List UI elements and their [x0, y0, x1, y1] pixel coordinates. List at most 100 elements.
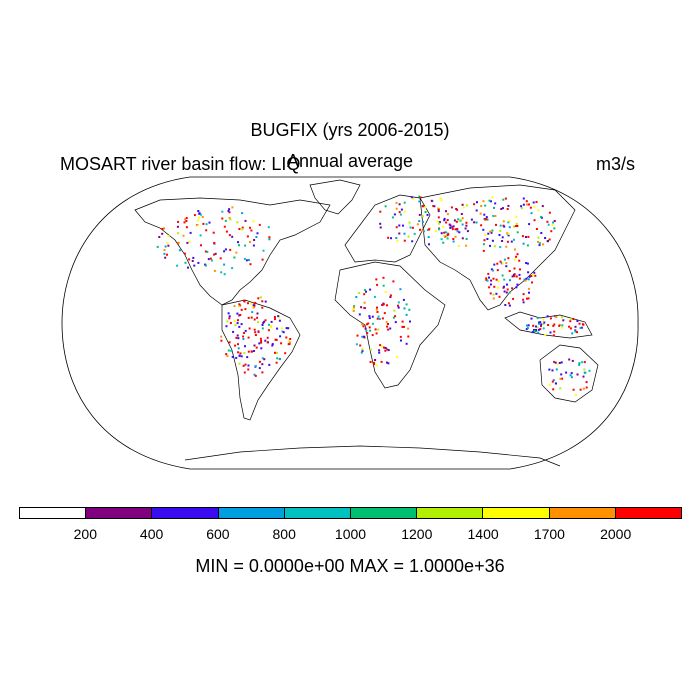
flow-cell: [448, 223, 451, 226]
flow-cell: [376, 311, 379, 313]
flow-cell: [542, 327, 545, 330]
flow-cell: [488, 286, 491, 289]
flow-cell: [395, 207, 398, 210]
flow-cell: [504, 304, 507, 306]
colorbar-tick-label: 400: [139, 526, 164, 542]
flow-cell: [178, 249, 181, 252]
flow-cell: [430, 199, 433, 202]
flow-cell: [197, 224, 200, 227]
flow-cell: [518, 273, 521, 276]
flow-cell: [569, 374, 572, 377]
flow-cell: [228, 315, 231, 318]
flow-cell: [407, 235, 410, 238]
flow-cell: [522, 301, 525, 304]
flow-cell: [513, 225, 515, 228]
min-max-stats: MIN = 0.0000e+00 MAX = 1.0000e+36: [195, 556, 505, 576]
flow-cell: [491, 229, 494, 232]
flow-cell: [403, 307, 406, 310]
averaging-label: Annual average: [286, 151, 414, 171]
flow-cell: [235, 356, 238, 359]
flow-cell: [508, 291, 511, 294]
flow-cell: [465, 224, 468, 227]
flow-cell: [499, 260, 502, 263]
flow-cell: [501, 236, 504, 239]
flow-cell: [261, 371, 264, 374]
flow-cell: [493, 245, 496, 248]
flow-cell: [562, 319, 565, 322]
flow-cell: [526, 324, 528, 327]
flow-cell: [498, 234, 501, 236]
flow-cell: [403, 201, 406, 204]
flow-cell: [568, 325, 571, 328]
flow-cell: [226, 320, 229, 323]
flow-cell: [187, 266, 189, 269]
flow-cell: [177, 220, 179, 223]
colorbar-swatch: [615, 508, 682, 518]
flow-cell: [254, 301, 257, 304]
flow-cell: [547, 223, 550, 226]
flow-cell: [376, 283, 379, 286]
flow-cell: [535, 329, 537, 331]
flow-cell: [465, 221, 468, 224]
flow-cell: [518, 277, 521, 280]
flow-cell: [521, 235, 524, 238]
flow-cell: [183, 221, 186, 224]
flow-cell: [266, 341, 269, 344]
flow-cell: [561, 326, 564, 329]
flow-cell: [407, 335, 410, 338]
flow-cell: [399, 213, 402, 216]
coastlines: [134, 179, 599, 467]
flow-cell: [466, 230, 469, 233]
flow-cell: [432, 205, 435, 207]
flow-cell: [421, 220, 424, 223]
flow-cell: [237, 343, 239, 346]
flow-cell: [377, 328, 380, 331]
flow-cell: [186, 241, 189, 244]
flow-cell: [278, 316, 281, 319]
flow-cell: [520, 205, 523, 208]
flow-cell: [443, 234, 446, 237]
flow-cell: [588, 369, 591, 372]
flow-cell: [494, 202, 497, 205]
flow-cell: [268, 323, 270, 326]
flow-cell: [452, 238, 455, 240]
flow-cell: [537, 241, 540, 243]
flow-cell: [509, 279, 511, 282]
flow-cell: [256, 312, 259, 315]
flow-cell: [387, 236, 390, 239]
flow-cell: [207, 258, 210, 261]
flow-cell: [360, 306, 363, 309]
flow-cell: [527, 235, 530, 238]
flow-cell: [515, 222, 518, 225]
flow-cell: [264, 319, 267, 322]
flow-cell: [250, 316, 253, 319]
flow-cell: [418, 195, 421, 198]
flow-cell: [271, 343, 274, 346]
flow-cell: [442, 241, 445, 244]
flow-cell: [508, 304, 511, 307]
flow-cell: [156, 245, 159, 248]
flow-cell: [491, 239, 494, 242]
flow-cell: [237, 337, 240, 340]
flow-cell: [516, 253, 519, 256]
flow-cell: [254, 331, 257, 334]
flow-cell: [166, 242, 169, 245]
flow-cell: [383, 312, 386, 315]
flow-cell: [551, 380, 554, 383]
flow-cell: [537, 331, 540, 334]
flow-cell: [225, 325, 228, 328]
flow-cell: [528, 223, 531, 226]
flow-cell: [202, 222, 205, 225]
flow-cell: [367, 322, 370, 325]
flow-cell: [482, 249, 485, 252]
flow-cell: [452, 240, 455, 243]
flow-cell: [244, 329, 247, 332]
flow-cell: [458, 231, 461, 234]
flow-cell: [405, 342, 408, 345]
flow-cell: [513, 238, 515, 241]
flow-cell: [547, 240, 549, 243]
flow-cell: [505, 291, 508, 294]
flow-cell: [445, 210, 447, 213]
flow-cell: [483, 239, 486, 242]
flow-cell: [428, 228, 430, 231]
